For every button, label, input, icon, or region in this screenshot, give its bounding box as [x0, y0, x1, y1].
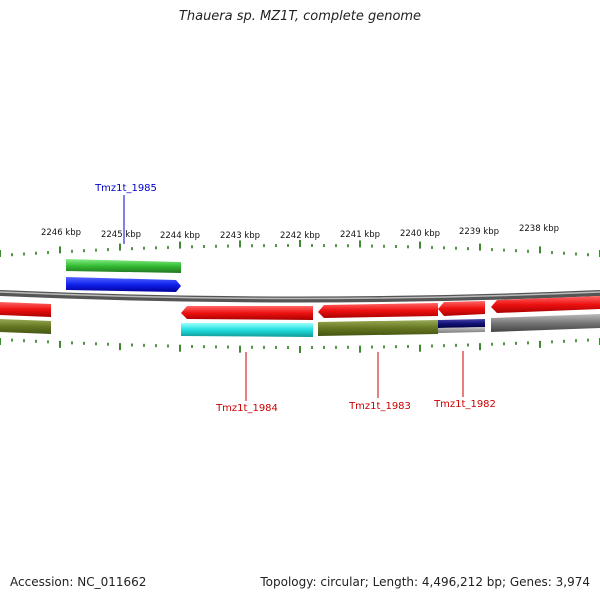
lower-tick-marks: [0, 338, 600, 353]
tick-label: 2244 kbp: [160, 231, 200, 241]
backbone-arc: [0, 290, 600, 303]
gene-Tmz1t-1982-red: [438, 301, 485, 316]
tick-label: 2239 kbp: [459, 227, 499, 237]
gene-Tmz1t-1985-blue: [66, 277, 181, 292]
tick-label: 2241 kbp: [340, 230, 380, 240]
gene-Tmz1t-1984-red: [181, 306, 313, 320]
upper-tick-marks: [0, 240, 600, 257]
gene-Tmz1t-1985-green: [66, 259, 181, 273]
gene-Tmz1t-1982-navy: [438, 319, 485, 333]
map-title: Thauera sp. MZ1T, complete genome: [178, 9, 422, 24]
gene-Tmz1t-1983-olive: [318, 320, 438, 336]
tick-label: 2243 kbp: [220, 231, 260, 241]
gene-left-red: [0, 302, 51, 317]
accession-text: Accession: NC_011662: [10, 575, 147, 589]
kbp-tick-labels: 2246 kbp 2245 kbp 2244 kbp 2243 kbp 2242…: [41, 224, 559, 241]
tick-label: 2246 kbp: [41, 228, 81, 238]
gene-right-gray: [491, 314, 600, 332]
tick-label: 2242 kbp: [280, 231, 320, 241]
tick-label: 2238 kbp: [519, 224, 559, 234]
tick-label: 2245 kbp: [101, 230, 141, 240]
gene-left-olive: [0, 319, 51, 334]
gene-Tmz1t-1984-cyan: [181, 323, 313, 337]
genome-summary-text: Topology: circular; Length: 4,496,212 bp…: [260, 575, 590, 589]
gene-Tmz1t-1983-red: [318, 303, 438, 318]
tick-label: 2240 kbp: [400, 229, 440, 239]
gene-label-Tmz1t-1985: Tmz1t_1985: [94, 183, 157, 194]
gene-label-Tmz1t-1983: Tmz1t_1983: [348, 401, 411, 412]
gene-label-Tmz1t-1982: Tmz1t_1982: [433, 399, 496, 410]
gene-label-Tmz1t-1984: Tmz1t_1984: [215, 403, 278, 414]
gene-right-red: [491, 296, 600, 313]
